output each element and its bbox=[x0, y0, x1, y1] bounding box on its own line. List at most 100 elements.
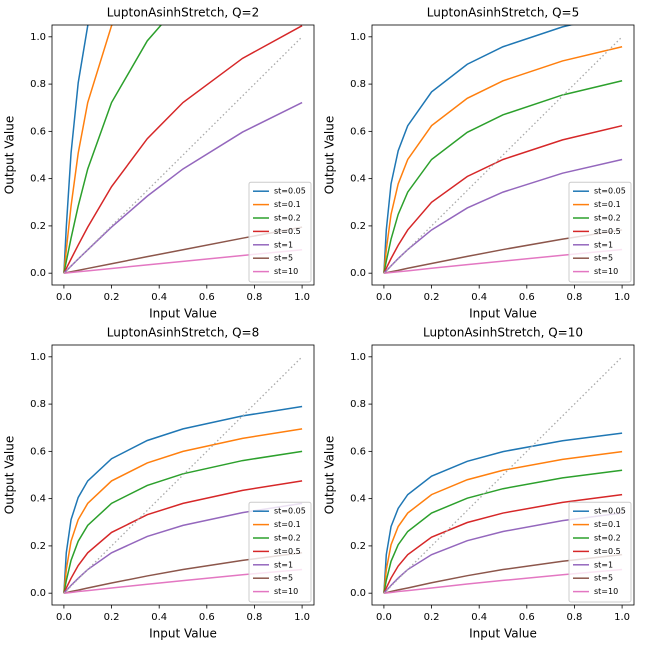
axes-frame bbox=[371, 344, 635, 606]
x-tick-label: 0.6 bbox=[199, 292, 215, 303]
legend-label: st=5 bbox=[274, 574, 293, 583]
plot-area bbox=[383, 25, 623, 274]
plot-area bbox=[383, 356, 623, 594]
x-tick-label: 0.0 bbox=[56, 612, 72, 623]
legend: st=0.05 st=0.1 st=0.2 st=0.5 st=1 st=5 st=10 bbox=[568, 501, 632, 603]
legend-label: st=10 bbox=[274, 267, 298, 276]
series-line bbox=[63, 502, 303, 594]
subplot: LuptonAsinhStretch, Q=2 Input Value Output… bbox=[3, 6, 315, 321]
subplot-title: LuptonAsinhStretch, Q=8 bbox=[107, 326, 259, 340]
x-tick-label: 1.0 bbox=[614, 292, 630, 303]
x-tick-label: 0.8 bbox=[567, 612, 583, 623]
legend-label: st=0.05 bbox=[594, 187, 626, 196]
series-line bbox=[383, 80, 623, 274]
y-tick-label: 0.8 bbox=[350, 399, 366, 410]
series-line bbox=[63, 480, 303, 594]
legend-label: st=0.5 bbox=[274, 547, 301, 556]
legend-label: st=0.2 bbox=[594, 534, 621, 543]
legend-label: st=0.2 bbox=[594, 214, 621, 223]
legend-label: st=0.05 bbox=[274, 507, 306, 516]
y-tick-label: 0.6 bbox=[30, 126, 46, 137]
legend-label: st=1 bbox=[594, 560, 613, 569]
legend: st=0.05 st=0.1 st=0.2 st=0.5 st=1 st=5 st=10 bbox=[248, 181, 312, 283]
legend-label: st=0.1 bbox=[594, 520, 621, 529]
x-tick-label: 0.0 bbox=[56, 292, 72, 303]
x-tick-label: 0.0 bbox=[376, 292, 392, 303]
series-line bbox=[63, 101, 303, 274]
series-line bbox=[383, 124, 623, 274]
y-tick-label: 0.4 bbox=[30, 174, 46, 185]
y-axis-label: Output Value bbox=[323, 116, 337, 194]
x-tick-label: 0.6 bbox=[519, 292, 535, 303]
x-tick-label: 0.6 bbox=[199, 612, 215, 623]
y-tick-label: 0.8 bbox=[30, 79, 46, 90]
series-line bbox=[383, 450, 623, 594]
legend-box bbox=[568, 181, 632, 283]
axes-frame bbox=[51, 24, 315, 286]
x-tick-label: 0.4 bbox=[151, 612, 167, 623]
legend-label: st=10 bbox=[274, 587, 298, 596]
y-tick-label: 1.0 bbox=[30, 352, 46, 363]
y-tick-label: 0.2 bbox=[350, 541, 366, 552]
series-line bbox=[63, 25, 163, 274]
legend-label: st=0.2 bbox=[274, 214, 301, 223]
series-line bbox=[63, 450, 303, 594]
x-tick-label: 0.0 bbox=[376, 612, 392, 623]
subplot-title: LuptonAsinhStretch, Q=5 bbox=[427, 6, 579, 20]
legend-label: st=0.1 bbox=[274, 520, 301, 529]
y-tick-label: 0.6 bbox=[350, 446, 366, 457]
subplot: LuptonAsinhStretch, Q=8 Input Value Output… bbox=[3, 326, 315, 641]
y-tick-label: 0.0 bbox=[30, 268, 46, 279]
x-tick-label: 0.2 bbox=[424, 612, 440, 623]
subplot: LuptonAsinhStretch, Q=10 Input Value Outpu… bbox=[323, 326, 635, 641]
legend-label: st=5 bbox=[594, 574, 613, 583]
series-line bbox=[63, 568, 303, 594]
series-line bbox=[63, 428, 303, 594]
legend-label: st=5 bbox=[594, 254, 613, 263]
series-line bbox=[383, 493, 623, 594]
legend-box bbox=[248, 501, 312, 603]
legend-box bbox=[568, 501, 632, 603]
y-tick-label: 0.0 bbox=[30, 588, 46, 599]
x-tick-label: 0.4 bbox=[151, 292, 167, 303]
x-tick-label: 0.2 bbox=[104, 292, 120, 303]
series-line bbox=[63, 405, 303, 594]
y-tick-label: 0.4 bbox=[350, 174, 366, 185]
series-line bbox=[383, 248, 623, 274]
legend-label: st=10 bbox=[594, 587, 618, 596]
y-tick-label: 1.0 bbox=[30, 32, 46, 43]
x-axis-label: Input Value bbox=[469, 627, 537, 641]
legend-label: st=10 bbox=[594, 267, 618, 276]
x-axis-label: Input Value bbox=[149, 307, 217, 321]
subplot-title: LuptonAsinhStretch, Q=2 bbox=[107, 6, 259, 20]
legend-label: st=0.2 bbox=[274, 534, 301, 543]
y-tick-label: 0.0 bbox=[350, 268, 366, 279]
legend-label: st=0.05 bbox=[594, 507, 626, 516]
y-tick-label: 0.0 bbox=[350, 588, 366, 599]
y-tick-label: 0.6 bbox=[350, 126, 366, 137]
x-tick-label: 1.0 bbox=[294, 612, 310, 623]
series-line bbox=[63, 25, 113, 274]
y-tick-label: 0.4 bbox=[350, 494, 366, 505]
axes-frame bbox=[51, 344, 315, 606]
plot-area bbox=[63, 356, 303, 594]
x-tick-label: 0.4 bbox=[471, 292, 487, 303]
legend-label: st=0.5 bbox=[594, 227, 621, 236]
x-tick-label: 0.2 bbox=[424, 292, 440, 303]
y-tick-label: 0.8 bbox=[30, 399, 46, 410]
x-tick-label: 0.6 bbox=[519, 612, 535, 623]
legend-label: st=5 bbox=[274, 254, 293, 263]
legend-box bbox=[248, 181, 312, 283]
y-tick-label: 0.8 bbox=[350, 79, 366, 90]
legend-label: st=1 bbox=[274, 240, 293, 249]
legend-label: st=0.05 bbox=[274, 187, 306, 196]
series-line bbox=[63, 25, 303, 274]
legend-label: st=1 bbox=[274, 560, 293, 569]
legend-label: st=0.1 bbox=[274, 200, 301, 209]
y-tick-label: 0.2 bbox=[30, 541, 46, 552]
legend-label: st=1 bbox=[594, 240, 613, 249]
y-axis-label: Output Value bbox=[3, 116, 17, 194]
legend-label: st=0.1 bbox=[594, 200, 621, 209]
y-tick-label: 1.0 bbox=[350, 32, 366, 43]
